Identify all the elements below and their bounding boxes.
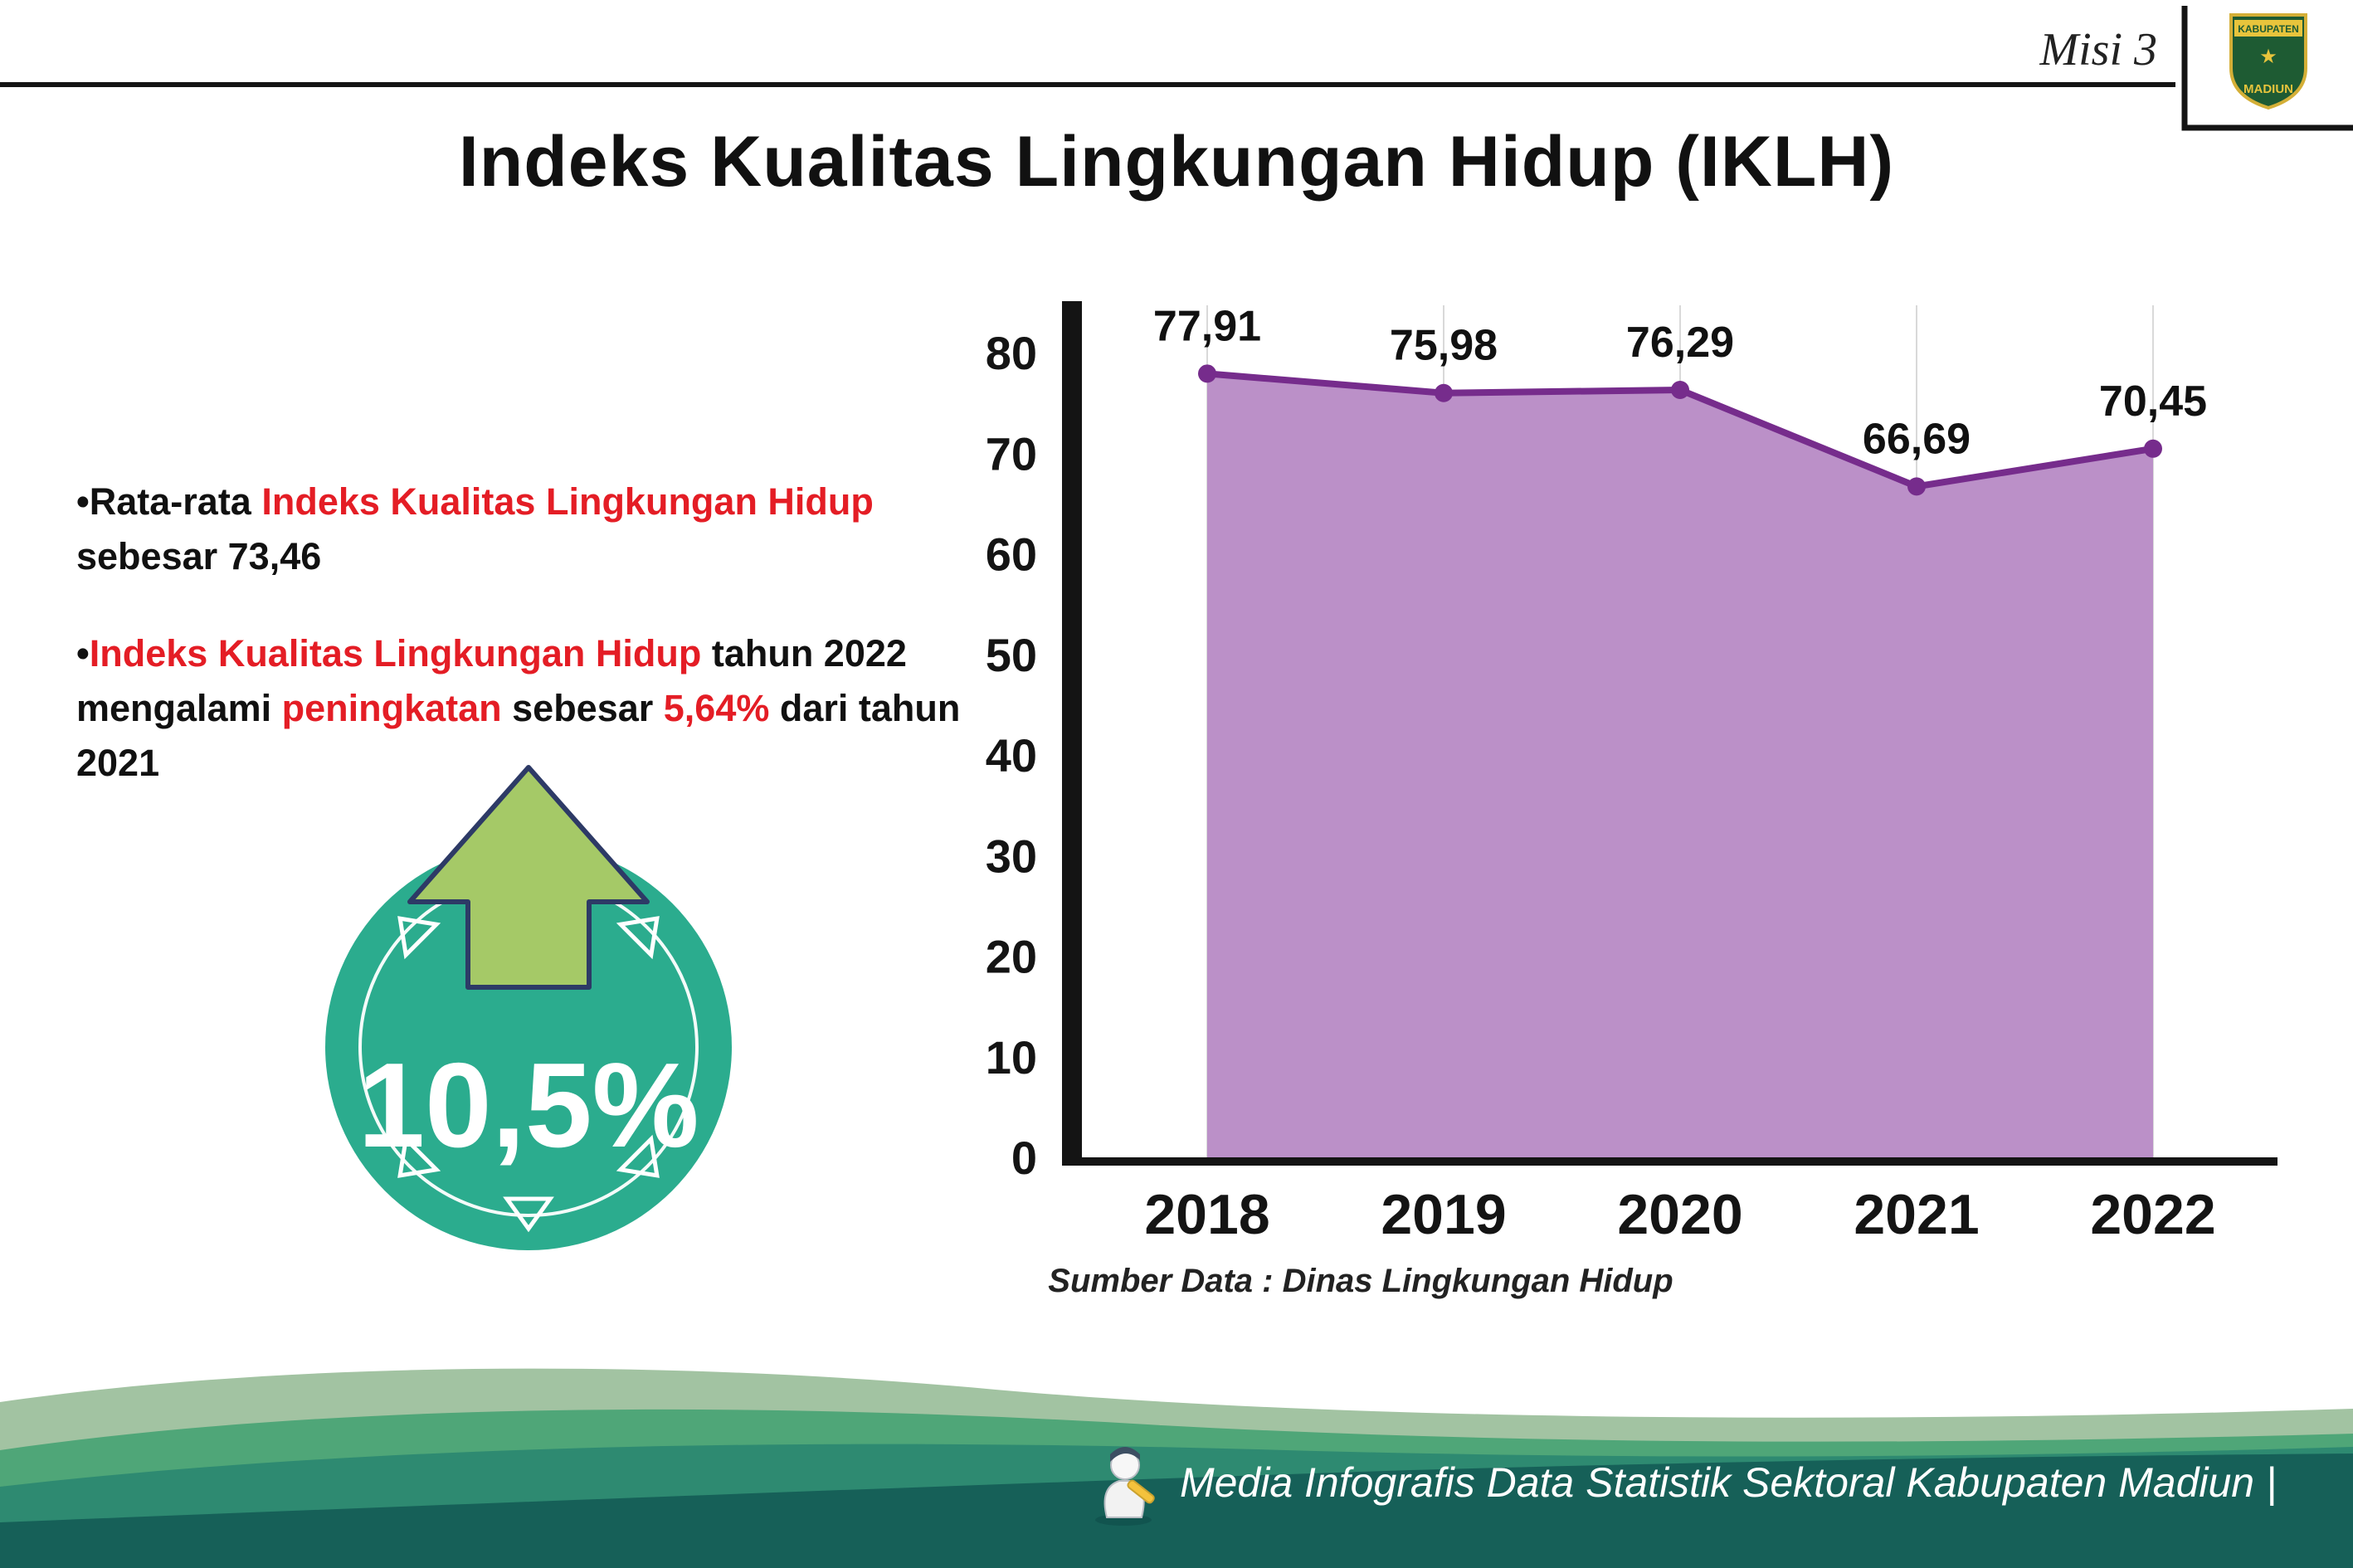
area-fill	[1207, 373, 2153, 1157]
x-tick-label: 2019	[1381, 1183, 1506, 1246]
data-label: 70,45	[2099, 377, 2207, 426]
y-tick-label: 50	[986, 629, 1037, 681]
bullet-segment: peningkatan	[281, 687, 502, 730]
badge-circle	[325, 844, 732, 1250]
data-label: 76,29	[1626, 319, 1734, 367]
iklh-chart-svg: 0 10 20 30 40 50 60 70 80 2018 2019 2020 2021 2022 77,…	[986, 301, 2277, 1246]
data-label: 77,91	[1153, 302, 1261, 350]
crest-top-text: KABUPATEN	[2238, 23, 2299, 35]
bullet-segment: 5,64%	[663, 687, 770, 730]
data-point	[1198, 364, 1216, 383]
source-label: Sumber Data : Dinas Lingkungan Hidup	[1048, 1263, 1673, 1299]
x-axis-line	[1062, 1157, 2277, 1166]
bullet-segment: •	[76, 632, 90, 675]
x-tick-label: 2022	[2090, 1183, 2215, 1246]
misi-label: Misi 3	[2039, 24, 2157, 75]
data-point	[1671, 380, 1689, 399]
footer-credit: Media Infografis Data Statistik Sektoral…	[1179, 1459, 2277, 1506]
x-tick-label: 2020	[1617, 1183, 1742, 1246]
bullet-average-iklh: •Rata-rata Indeks Kualitas Lingkungan Hi…	[76, 475, 989, 583]
x-tick-label: 2021	[1854, 1183, 1979, 1246]
badge-value: 10,5%	[358, 1038, 699, 1172]
x-tick-label: 2018	[1144, 1183, 1269, 1246]
crest-shield-icon	[2229, 13, 2307, 110]
logo-frame	[2181, 6, 2353, 131]
kabupaten-madiun-logo: KABUPATEN ★ MADIUN	[2181, 6, 2353, 131]
crest-star-icon: ★	[2259, 46, 2277, 68]
y-tick-label: 20	[986, 931, 1037, 983]
bullet-segment: sebesar 73,46	[76, 534, 322, 577]
bullet-segment: sebesar	[501, 687, 664, 730]
y-tick-label: 40	[986, 729, 1037, 782]
bullet-increase-2022: •Indeks Kualitas Lingkungan Hidup tahun …	[76, 626, 989, 790]
header-divider	[0, 82, 2175, 87]
bullet-segment: dari tahun 2021	[76, 687, 961, 784]
footer-waves	[0, 1368, 2353, 1568]
data-label: 75,98	[1390, 322, 1498, 370]
crest-banner	[2234, 20, 2302, 37]
y-tick-label: 0	[1011, 1132, 1037, 1184]
crest-bottom-text: MADIUN	[2243, 82, 2293, 96]
wave-dark	[0, 1454, 2353, 1568]
bullet-segment: Indeks Kualitas Lingkungan Hidup	[89, 632, 702, 675]
page-title: Indeks Kualitas Lingkungan Hidup (IKLH)	[458, 122, 1895, 202]
y-tick-label: 70	[986, 427, 1037, 480]
bullet-segment: Indeks Kualitas Lingkungan Hidup	[261, 480, 874, 523]
bullet-segment: •Rata-rata	[76, 480, 262, 523]
data-point	[1435, 383, 1453, 402]
ring-tick-icons	[397, 916, 660, 1233]
writer-mascot-icon	[1094, 1447, 1155, 1526]
y-tick-label: 30	[986, 830, 1037, 882]
y-tick-label: 80	[986, 327, 1037, 379]
data-point	[1907, 477, 1926, 496]
data-point	[2144, 439, 2162, 458]
footer: Media Infografis Data Statistik Sektoral…	[1082, 1437, 2277, 1528]
summary-bullets: •Rata-rata Indeks Kualitas Lingkungan Hi…	[76, 475, 989, 833]
up-arrow-icon	[407, 765, 650, 990]
data-label: 66,69	[1863, 415, 1971, 463]
bullet-segment: tahun 2022 mengalami	[76, 632, 907, 730]
increase-badge: 10,5%	[325, 765, 732, 1250]
y-axis-bar	[1062, 301, 1082, 1166]
iklh-chart: 0 10 20 30 40 50 60 70 80 2018 2019 2020 2021 2022 77,…	[938, 290, 2348, 1344]
y-tick-label: 60	[986, 528, 1037, 581]
y-tick-label: 10	[986, 1031, 1037, 1083]
